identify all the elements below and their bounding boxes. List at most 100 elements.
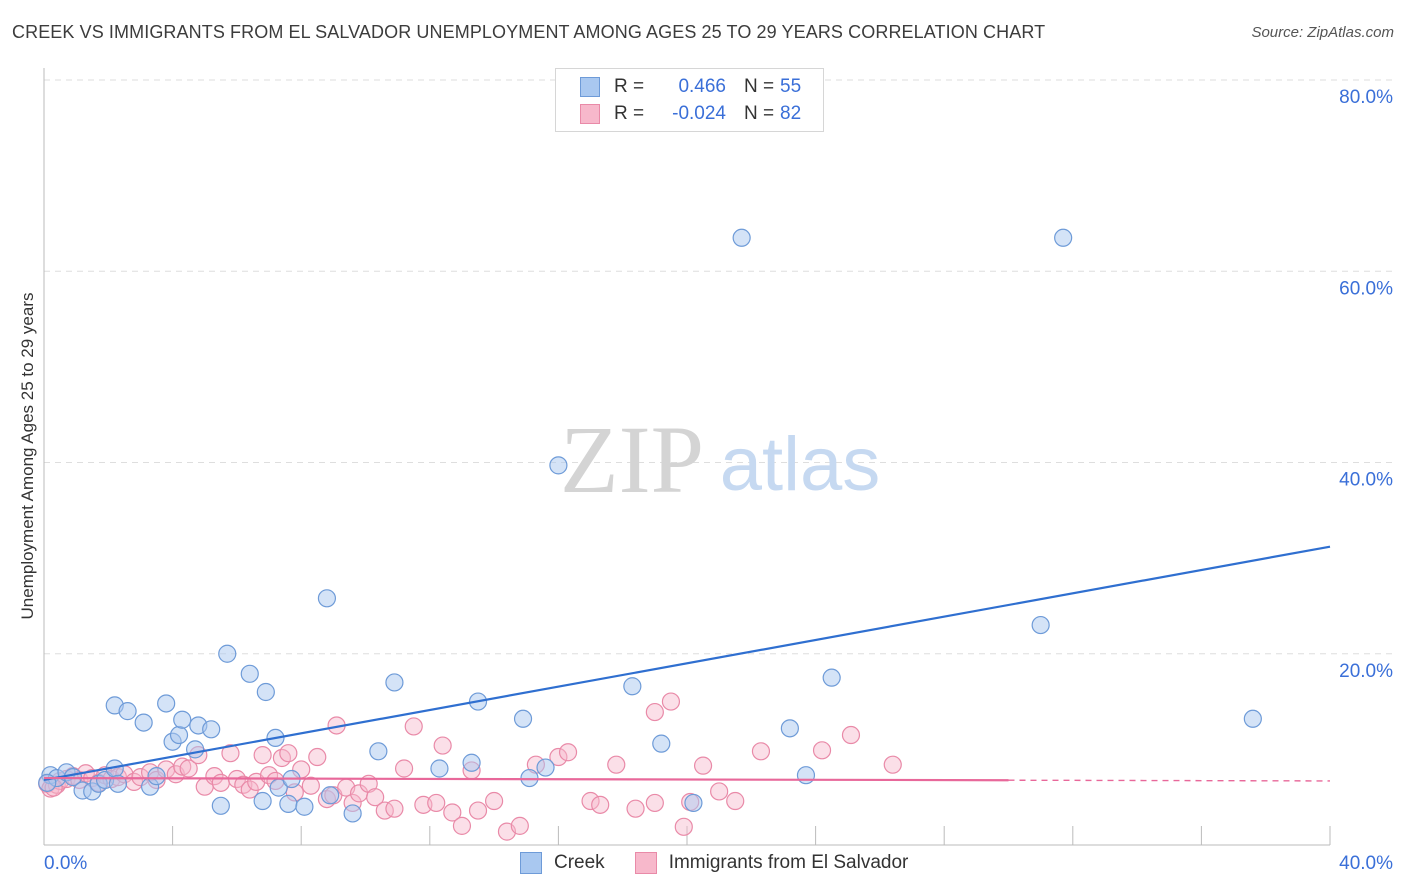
y-axis-label: Unemployment Among Ages 25 to 29 years — [18, 292, 37, 620]
data-point-salvador — [674, 817, 693, 836]
legend-r-label: R = — [614, 103, 645, 124]
data-point-creek — [549, 456, 568, 475]
data-point-creek — [295, 797, 314, 816]
data-point-salvador — [385, 799, 404, 818]
data-point-salvador — [645, 702, 664, 722]
legend-n-label: N = — [744, 103, 775, 124]
data-point-creek — [108, 774, 128, 793]
legend-swatch-creek — [580, 77, 600, 97]
data-point-creek — [430, 759, 449, 778]
data-point-salvador — [279, 744, 298, 763]
data-point-creek — [147, 767, 166, 786]
legend-r-value: 0.466 — [678, 76, 726, 97]
bottom-legend: Creek Immigrants from El Salvador — [520, 852, 938, 874]
y-tick-label: 60.0% — [1339, 278, 1393, 299]
data-point-salvador — [443, 803, 462, 822]
data-point-creek — [38, 773, 57, 792]
legend-item-creek[interactable]: Creek — [520, 852, 605, 874]
data-point-salvador — [179, 759, 198, 778]
data-point-salvador — [452, 816, 472, 835]
data-point-creek — [796, 766, 816, 785]
data-point-creek — [652, 734, 671, 753]
data-point-creek — [321, 786, 340, 805]
legend-item-salvador[interactable]: Immigrants from El Salvador — [634, 852, 909, 874]
source-credit: Source: ZipAtlas.com — [1251, 24, 1394, 41]
data-point-salvador — [726, 791, 745, 811]
data-point-salvador — [751, 742, 771, 761]
data-point-salvador — [710, 782, 729, 801]
data-point-salvador — [883, 755, 902, 774]
data-point-salvador — [308, 747, 327, 767]
data-point-creek — [623, 677, 642, 696]
y-tick-label: 20.0% — [1339, 661, 1393, 682]
legend-swatch-salvador — [580, 104, 600, 124]
data-point-creek — [186, 740, 205, 759]
legend-swatch-creek — [520, 852, 542, 874]
data-point-salvador — [693, 756, 713, 775]
data-point-salvador — [645, 793, 664, 813]
data-point-creek — [317, 589, 337, 608]
legend-row-salvador: R = -0.024 N = 82 — [580, 102, 801, 126]
trend-line-salvador — [43, 776, 1009, 782]
legend-row-creek: R = 0.466 N = 55 — [580, 75, 801, 99]
data-point-salvador — [591, 795, 610, 814]
data-point-creek — [218, 644, 237, 663]
data-point-creek — [173, 710, 192, 729]
data-point-salvador — [366, 788, 385, 807]
data-point-creek — [1054, 228, 1073, 247]
data-point-creek — [279, 794, 298, 813]
legend-n-value: 82 — [780, 103, 802, 124]
trend-line-salvador-dashed — [1008, 779, 1331, 782]
tick-labels: 20.0% 40.0% 60.0% 80.0% 0.0% 40.0% — [44, 87, 1393, 874]
data-point-salvador — [301, 776, 320, 795]
data-point-creek — [513, 709, 533, 728]
data-point-creek — [369, 742, 388, 761]
grid-lines — [44, 79, 1392, 655]
data-point-creek — [134, 713, 153, 732]
axes — [43, 68, 1331, 846]
data-point-salvador — [211, 773, 230, 792]
legend-n-value: 55 — [780, 76, 802, 97]
x-tick-label: 0.0% — [44, 853, 87, 874]
data-point-creek — [822, 668, 841, 687]
data-point-salvador — [427, 793, 446, 813]
data-point-salvador — [812, 741, 832, 760]
data-point-creek — [211, 796, 230, 815]
data-point-creek — [462, 753, 481, 772]
legend-r-value: -0.024 — [672, 103, 726, 124]
y-tick-label: 40.0% — [1339, 470, 1393, 491]
data-point-creek — [240, 664, 259, 683]
data-point-salvador — [485, 791, 504, 811]
legend-n-label: N = — [744, 76, 775, 97]
x-tick-label: 40.0% — [1339, 853, 1393, 874]
data-point-salvador — [404, 717, 423, 736]
data-point-salvador — [221, 744, 240, 763]
trend-lines — [43, 545, 1331, 782]
data-point-salvador — [205, 767, 224, 786]
data-point-salvador — [581, 791, 600, 811]
data-point-creek — [536, 758, 555, 777]
data-point-creek — [1243, 709, 1262, 728]
data-point-salvador — [394, 759, 414, 778]
data-point-creek — [169, 725, 189, 745]
data-point-creek — [253, 791, 272, 811]
data-point-salvador — [841, 725, 861, 745]
trend-line-creek — [43, 545, 1331, 782]
data-point-salvador — [253, 746, 272, 765]
legend-label-salvador: Immigrants from El Salvador — [668, 852, 909, 873]
watermark-atlas: atlas — [720, 422, 881, 507]
data-point-creek — [385, 673, 404, 692]
data-point-creek — [684, 793, 703, 813]
data-point-creek — [256, 682, 275, 702]
data-point-salvador — [468, 801, 488, 820]
data-point-creek — [343, 804, 362, 823]
data-point-creek — [118, 702, 137, 721]
data-point-creek — [732, 228, 751, 247]
watermark-zip: ZIP — [560, 406, 704, 513]
legend-r-label: R = — [614, 76, 645, 97]
legend-label-creek: Creek — [554, 852, 605, 873]
data-point-salvador — [607, 755, 626, 774]
data-point-creek — [1031, 615, 1050, 635]
data-point-creek — [157, 694, 176, 713]
stats-legend: R = 0.466 N = 55 R = -0.024 N = 82 — [555, 68, 824, 132]
